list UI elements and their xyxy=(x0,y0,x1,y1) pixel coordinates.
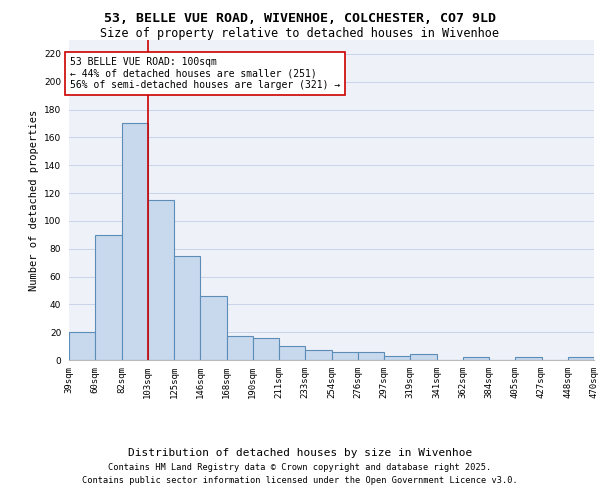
Bar xyxy=(331,352,358,360)
Bar xyxy=(174,256,200,360)
Bar xyxy=(95,235,121,360)
Bar xyxy=(568,357,594,360)
Bar xyxy=(227,336,253,360)
Text: 53, BELLE VUE ROAD, WIVENHOE, COLCHESTER, CO7 9LD: 53, BELLE VUE ROAD, WIVENHOE, COLCHESTER… xyxy=(104,12,496,26)
Bar xyxy=(384,356,410,360)
Bar xyxy=(410,354,437,360)
Bar xyxy=(253,338,279,360)
Text: Contains HM Land Registry data © Crown copyright and database right 2025.: Contains HM Land Registry data © Crown c… xyxy=(109,464,491,472)
Bar xyxy=(305,350,331,360)
Text: Size of property relative to detached houses in Wivenhoe: Size of property relative to detached ho… xyxy=(101,28,499,40)
Bar xyxy=(279,346,305,360)
Bar xyxy=(515,357,542,360)
Bar xyxy=(148,200,174,360)
Bar xyxy=(69,332,95,360)
Text: 53 BELLE VUE ROAD: 100sqm
← 44% of detached houses are smaller (251)
56% of semi: 53 BELLE VUE ROAD: 100sqm ← 44% of detac… xyxy=(70,56,341,90)
Bar xyxy=(200,296,227,360)
Bar xyxy=(358,352,384,360)
Bar xyxy=(463,357,489,360)
Text: Distribution of detached houses by size in Wivenhoe: Distribution of detached houses by size … xyxy=(128,448,472,458)
Text: Contains public sector information licensed under the Open Government Licence v3: Contains public sector information licen… xyxy=(82,476,518,485)
Y-axis label: Number of detached properties: Number of detached properties xyxy=(29,110,38,290)
Bar xyxy=(121,124,148,360)
